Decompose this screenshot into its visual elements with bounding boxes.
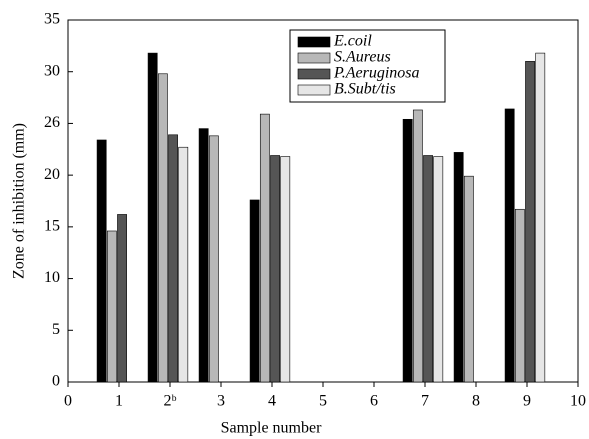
legend-label: E.coil bbox=[333, 33, 372, 50]
bar bbox=[463, 175, 474, 383]
x-tick-label: 6 bbox=[370, 393, 378, 410]
legend-swatch bbox=[297, 52, 331, 64]
y-tick-label: 15 bbox=[44, 218, 60, 235]
x-tick-label: 1 bbox=[115, 393, 123, 410]
bar bbox=[259, 113, 270, 383]
bar bbox=[96, 139, 107, 383]
legend-swatch bbox=[297, 84, 331, 96]
y-tick-label: 26 bbox=[44, 114, 60, 131]
bar bbox=[106, 230, 117, 383]
x-tick-label: 8 bbox=[472, 393, 480, 410]
bar bbox=[147, 52, 158, 383]
x-tick-label: 4 bbox=[268, 393, 276, 410]
x-tick-label: 0 bbox=[64, 393, 72, 410]
x-tick-label: 9 bbox=[523, 393, 531, 410]
x-tick-label: 5 bbox=[319, 393, 327, 410]
y-axis-label: Zone of inhibition (mm) bbox=[11, 123, 28, 279]
bar bbox=[504, 108, 515, 383]
bar bbox=[412, 109, 423, 383]
legend-swatch bbox=[297, 68, 331, 80]
bar bbox=[208, 135, 219, 383]
bar bbox=[178, 146, 189, 383]
legend-label: P.Aeruginosa bbox=[333, 65, 419, 82]
bar bbox=[514, 208, 525, 383]
x-tick-label: 3 bbox=[217, 393, 225, 410]
x-axis-label: Sample number bbox=[221, 420, 323, 437]
bar bbox=[157, 73, 168, 383]
bar bbox=[168, 134, 178, 383]
x-tick-label: 2ᵇ bbox=[164, 393, 177, 410]
bar bbox=[525, 61, 535, 383]
y-tick-label: 20 bbox=[44, 166, 60, 183]
y-tick-label: 30 bbox=[44, 62, 60, 79]
x-tick-label: 7 bbox=[421, 393, 429, 410]
bar bbox=[280, 156, 291, 383]
x-tick-label: 10 bbox=[570, 393, 586, 410]
bar bbox=[423, 155, 433, 383]
legend-label: B.Subt/tis bbox=[334, 81, 396, 98]
y-tick-label: 0 bbox=[52, 373, 60, 390]
bar bbox=[535, 52, 546, 383]
bar bbox=[402, 118, 413, 383]
y-tick-label: 5 bbox=[52, 321, 60, 338]
bar bbox=[198, 128, 209, 383]
legend-label: S.Aureus bbox=[334, 49, 391, 66]
bar bbox=[270, 155, 280, 383]
y-tick-label: 10 bbox=[44, 269, 60, 286]
y-tick-label: 35 bbox=[44, 11, 60, 28]
bar bbox=[453, 152, 464, 383]
bar bbox=[117, 214, 127, 383]
bar bbox=[249, 199, 260, 383]
bar bbox=[433, 156, 444, 383]
legend-swatch bbox=[297, 36, 331, 48]
